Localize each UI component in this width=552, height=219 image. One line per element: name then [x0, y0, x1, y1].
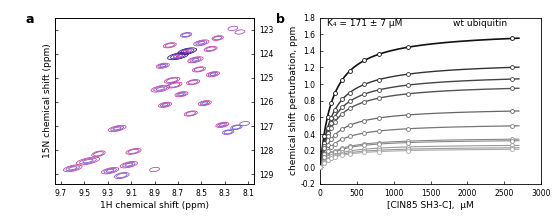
Text: b: b [276, 12, 285, 26]
Y-axis label: 15N chemical shift (ppm): 15N chemical shift (ppm) [44, 43, 52, 158]
Text: wt ubiquitin: wt ubiquitin [453, 19, 507, 28]
Text: a: a [25, 12, 34, 26]
Text: K₄ = 171 ± 7 μM: K₄ = 171 ± 7 μM [327, 19, 402, 28]
X-axis label: [CIN85 SH3-C],  μM: [CIN85 SH3-C], μM [387, 201, 474, 210]
X-axis label: 1H chemical shift (ppm): 1H chemical shift (ppm) [100, 201, 209, 210]
Y-axis label: chemical shift perturbation, ppm: chemical shift perturbation, ppm [289, 26, 298, 175]
